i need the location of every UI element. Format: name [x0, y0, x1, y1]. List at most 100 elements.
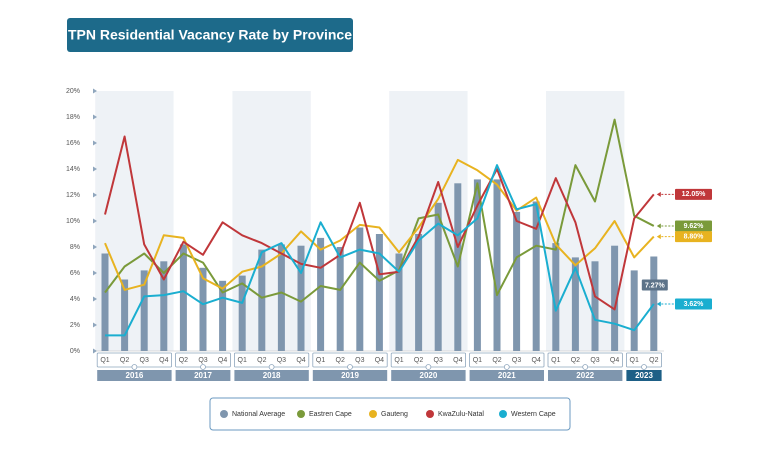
value-label-arrow — [656, 301, 661, 307]
y-tick-label: 16% — [66, 140, 80, 147]
year-label: 2022 — [576, 371, 594, 380]
y-tick-label: 10% — [66, 218, 80, 225]
year-label: 2016 — [126, 371, 144, 380]
year-label: 2020 — [420, 371, 438, 380]
year-label: 2021 — [498, 371, 516, 380]
value-label: 7.27% — [645, 282, 666, 289]
year-label: 2019 — [341, 371, 359, 380]
bar — [140, 270, 148, 351]
legend-marker — [369, 410, 377, 418]
x-tick-label: Q1 — [394, 357, 403, 364]
x-tick-label: Q2 — [257, 357, 266, 364]
x-tick-label: Q1 — [238, 357, 247, 364]
x-tick-label: Q1 — [630, 357, 639, 364]
y-tick — [93, 270, 97, 276]
legend-box — [209, 397, 571, 431]
bar — [473, 179, 481, 351]
value-label: 12.05% — [682, 191, 707, 198]
y-tick — [93, 296, 97, 302]
group-dot — [582, 364, 589, 370]
bar — [513, 211, 521, 351]
y-tick-label: 18% — [66, 114, 80, 121]
y-tick-label: 0% — [70, 348, 80, 355]
group-dot — [347, 364, 353, 370]
line — [104, 118, 655, 303]
value-label: 8.80% — [684, 233, 705, 240]
bar — [552, 243, 560, 351]
x-tick-label: Q4 — [453, 357, 462, 364]
y-tick — [93, 166, 97, 172]
bar — [591, 261, 599, 351]
value-label-box — [675, 298, 712, 310]
x-tick-label: Q3 — [277, 357, 286, 364]
bar — [356, 227, 364, 351]
bar — [611, 245, 619, 351]
y-tick — [93, 88, 97, 94]
x-tick-label: Q2 — [120, 357, 129, 364]
value-label-box — [675, 231, 712, 243]
x-tick-label: Q4 — [296, 357, 305, 364]
x-tick-label: Q4 — [159, 357, 168, 364]
bar — [317, 237, 325, 351]
bar — [650, 256, 658, 351]
y-tick — [93, 218, 97, 224]
legend-marker — [220, 410, 228, 418]
year-box — [391, 370, 466, 381]
bar — [121, 279, 129, 351]
group-dot — [131, 364, 138, 370]
year-label: 2018 — [263, 371, 281, 380]
bar — [493, 179, 501, 351]
legend-marker — [499, 410, 507, 418]
x-tick-label: Q2 — [649, 357, 658, 364]
bar — [101, 253, 109, 351]
value-label-arrow — [656, 191, 661, 197]
legend-label: Gauteng — [381, 411, 408, 418]
group-dot — [200, 364, 206, 370]
y-tick — [93, 140, 97, 146]
bar — [160, 261, 168, 351]
y-tick-label: 4% — [70, 296, 80, 303]
group-dot — [503, 364, 510, 370]
bar — [415, 234, 423, 351]
value-label-arrow — [656, 234, 661, 240]
bar — [277, 244, 285, 351]
y-tick-label: 14% — [66, 166, 80, 173]
bar — [395, 253, 403, 351]
value-label-box — [641, 279, 668, 291]
x-tick-label: Q2 — [414, 357, 423, 364]
group-dot — [641, 364, 647, 370]
x-tick-label: Q2 — [571, 357, 580, 364]
bar — [336, 247, 344, 351]
legend-marker — [297, 410, 305, 418]
chart-title: TPN Residential Vacancy Rate by Province — [68, 27, 352, 43]
bar — [532, 201, 540, 351]
value-label: 9.62% — [684, 223, 705, 230]
value-label-box — [675, 188, 712, 200]
x-tick-label: Q3 — [590, 357, 599, 364]
year-box — [175, 370, 231, 381]
x-tick-label: Q4 — [375, 357, 384, 364]
year-box — [626, 370, 662, 381]
y-tick — [93, 192, 97, 198]
year-box — [97, 370, 172, 381]
legend-label: National Average — [232, 411, 285, 418]
year-label: 2023 — [635, 371, 653, 380]
x-tick-label: Q1 — [100, 357, 109, 364]
line — [104, 135, 655, 311]
bar — [238, 275, 246, 351]
year-box — [234, 370, 309, 381]
bar — [297, 245, 305, 351]
x-tick-label: Q2 — [492, 357, 501, 364]
y-tick — [93, 244, 97, 250]
year-box — [548, 370, 623, 381]
value-label-box — [675, 220, 712, 232]
y-tick-label: 6% — [70, 270, 80, 277]
group-dot — [268, 364, 275, 370]
y-tick — [93, 114, 97, 120]
x-tick-label: Q3 — [434, 357, 443, 364]
bar — [258, 249, 266, 351]
bar — [219, 280, 227, 351]
x-tick-label: Q2 — [336, 357, 345, 364]
x-tick-label: Q4 — [218, 357, 227, 364]
bar — [630, 270, 638, 351]
